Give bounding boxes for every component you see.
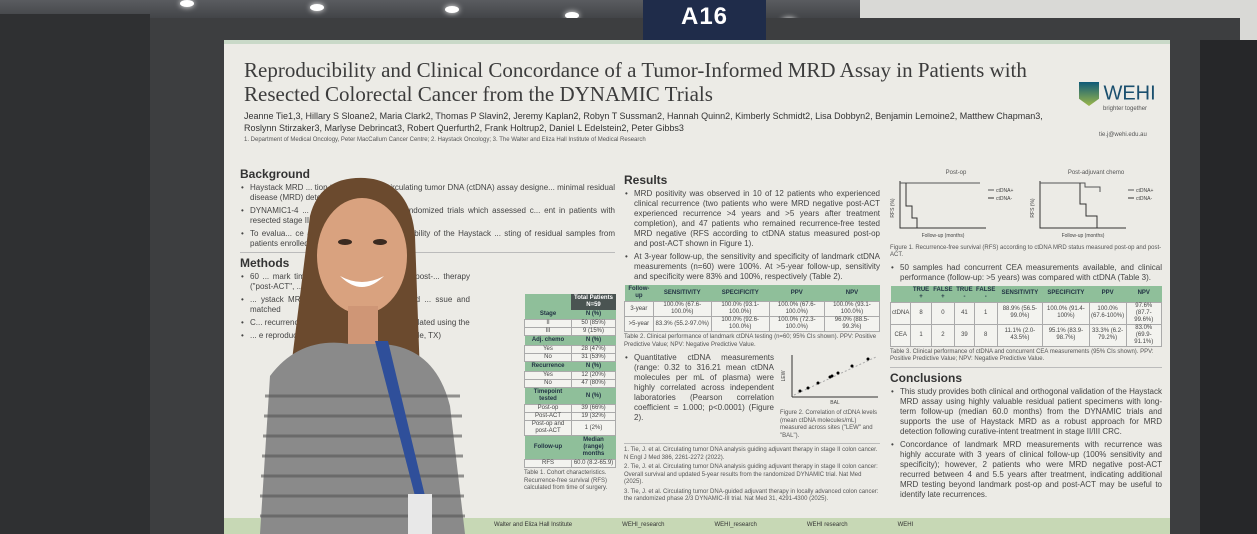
footer-item: WEHI_research <box>714 522 757 528</box>
booth-panel-right <box>1200 40 1257 534</box>
booth-panel-left <box>0 14 150 534</box>
x-axis-label: Follow-up (months) <box>922 233 965 239</box>
ceiling-light <box>445 6 459 13</box>
ceiling-light <box>310 4 324 11</box>
table-1-row: Yes 28 (47%) <box>524 345 617 354</box>
fig2-y-label: LEW <box>781 370 787 381</box>
footer-item: WEHI research <box>806 522 848 528</box>
table-1-row: Adj. chemo N (%) <box>524 335 616 346</box>
table-1-row: Stage N (%) <box>524 310 616 320</box>
y-axis-label: RFS (%) <box>1030 198 1036 218</box>
table-1-row: No 31 (53%) <box>524 353 617 362</box>
table-1-row: RFS 60.0 (8.2-65.9) <box>524 459 617 468</box>
footer-item: Walter and Eliza Hall Institute <box>494 522 573 528</box>
y-axis-label: RFS (%) <box>890 198 896 218</box>
km-plot-post-act: RFS (%) ctDNA+ ctDNA- Follow-up (months) <box>1030 180 1153 239</box>
table-1: Total Patients N=59 Stage N (%) II 50 (85%) I… <box>524 294 617 493</box>
fig2-x-label: BAL <box>830 400 840 405</box>
scatter-point <box>850 364 854 368</box>
legend-ctdna-neg: ctDNA- <box>1136 196 1152 202</box>
x-axis-label: Follow-up (months) <box>1062 233 1105 239</box>
table3-row: ctDNA 8 0 41 1 88.9% (56.5-99.0%) 100.0% (91.4… <box>889 301 1163 325</box>
table3-row: CEA 1 2 39 8 11.1% (2.0-43.5%) 95.1% (83.9-98.… <box>889 323 1163 347</box>
table-1-row: Follow-up Median (range) months <box>524 435 616 460</box>
wehi-logo: WEHI brighter together <box>1079 82 1159 112</box>
booth-number-sign: A16 <box>643 0 766 44</box>
figure-2: BAL LEW Figure 2. Correlation of ctDNA le… <box>780 353 880 440</box>
table2-row: 3-year 100.0% (67.6-100.0%) 100.0% (93.1-1… <box>624 301 881 317</box>
footer-item: WEHI <box>897 522 914 528</box>
table-1-row: III 9 (15%) <box>524 327 617 336</box>
legend-ctdna-pos: ctDNA+ <box>996 188 1013 194</box>
poster-title: Reproducibility and Clinical Concordance… <box>244 58 1027 106</box>
table-1-row: II 50 (85%) <box>524 319 617 328</box>
poster-affiliations: 1. Department of Medical Oncology, Peter… <box>244 137 646 143</box>
table2-row: >5-year 83.3% (55.2-97.0%) 100.0% (92.6-10… <box>624 316 881 332</box>
presenter-person <box>260 177 465 534</box>
poster-authors: Jeanne Tie1,3, Hillary S Sloane2, Maria … <box>244 111 1043 133</box>
scatter-point <box>816 381 820 385</box>
table-1-row: Post-op 39 (66%) <box>524 404 617 413</box>
km-plot-post-op: RFS (%) ctDNA+ ctDNA- Follow-up (months) <box>890 180 1013 239</box>
footer-item: WEHI_research <box>622 522 665 528</box>
figure-1: Post-op RFS (%) ctDNA+ ctDNA- Follow-up … <box>890 170 1162 243</box>
wehi-shield-icon <box>1079 82 1099 106</box>
table-1-row: Post-op and post-ACT 1 (2%) <box>524 420 617 436</box>
ceiling-light <box>565 12 579 19</box>
scatter-point <box>866 357 870 361</box>
table-1-row: No 47 (80%) <box>524 379 617 388</box>
table-1-row: Post-ACT 19 (32%) <box>524 412 617 421</box>
contact-email: tie.j@wehi.edu.au <box>1099 132 1147 138</box>
ceiling-light <box>180 0 194 7</box>
legend-ctdna-pos: ctDNA+ <box>1136 188 1153 194</box>
poster-header: Reproducibility and Clinical Concordance… <box>244 58 1074 144</box>
scatter-point <box>830 374 834 378</box>
scatter-point <box>798 389 802 393</box>
results-section: Results MRD positivity was observed in 1… <box>624 172 881 504</box>
figure-2-scatter: BAL LEW <box>781 355 878 406</box>
table-2: Follow-up SENSITIVITY SPECIFICITY PPV NPV 3-y… <box>624 285 881 332</box>
table-3: TRUE + FALSE + TRUE - FALSE - SENSITIVITY SPE… <box>889 285 1163 347</box>
scatter-point <box>836 371 840 375</box>
table-1-row: Recurrence N (%) <box>524 361 616 372</box>
scatter-point <box>806 386 810 390</box>
right-column: Post-op RFS (%) ctDNA+ ctDNA- Follow-up … <box>889 170 1163 503</box>
legend-ctdna-neg: ctDNA- <box>996 196 1012 202</box>
table-1-row: Timepoint tested N (%) <box>524 387 616 405</box>
table-1-row: Yes 12 (20%) <box>524 371 617 380</box>
